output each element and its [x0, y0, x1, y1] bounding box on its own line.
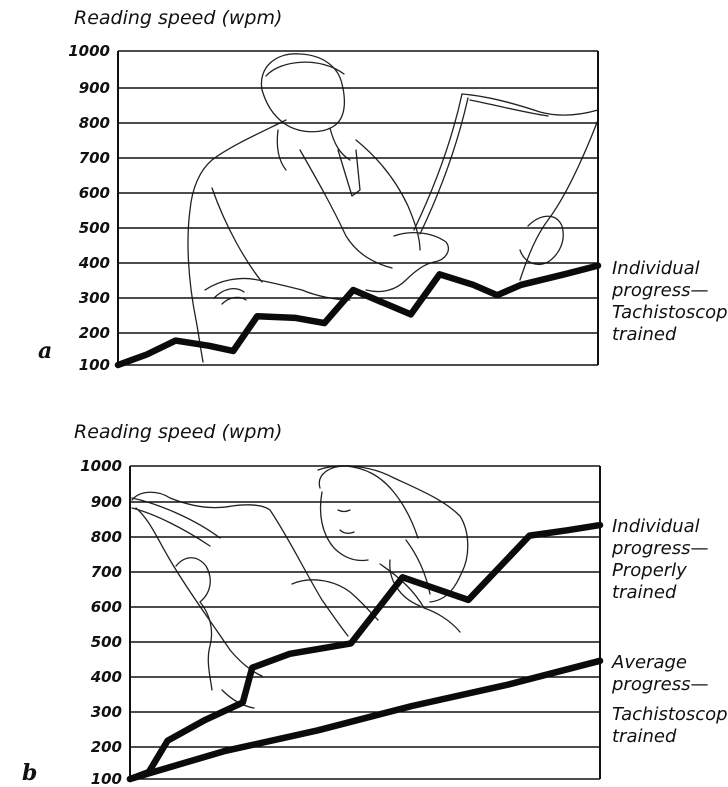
panel-a-ytick-labels: 1000 900 800 700 600 500 400 300 200 100 — [68, 42, 110, 374]
panel-a-series-individual-tachistoscope — [114, 262, 602, 369]
panel-a-ytick-600: 600 — [79, 184, 110, 202]
panel-b-series-2-label-line-4: trained — [612, 726, 677, 747]
panel-b-ytick-1000: 1000 — [80, 457, 122, 475]
panel-b-series-1-label: Individual progress— Properly trained — [611, 516, 709, 603]
panel-a-ytick-200: 200 — [79, 324, 110, 342]
panel-b-ytick-200: 200 — [91, 738, 122, 756]
panel-b-ytick-labels: 1000 900 800 700 600 500 400 300 200 100 — [80, 457, 122, 787]
panel-b-ylabel: Reading speed (wpm) — [74, 421, 282, 443]
panel-a-ytick-900: 900 — [79, 79, 110, 97]
panel-a-ytick-400: 400 — [78, 254, 110, 272]
panel-b-series-1-label-line-3: Properly — [612, 560, 687, 581]
panel-a-label: a — [38, 338, 52, 364]
panel-b-series-1-label-line-2: progress— — [611, 538, 709, 559]
panel-b-ytick-100: 100 — [91, 770, 122, 787]
panel-b-label: b — [22, 760, 37, 786]
panel-a-grid — [118, 50, 598, 366]
panel-b-illustration-reader — [131, 465, 469, 709]
panel-b-series-individual-properly-trained — [126, 521, 604, 783]
panel-b-chart: Reading speed (wpm) — [22, 421, 728, 787]
panel-a-ytick-300: 300 — [79, 289, 110, 307]
panel-a-series-label-line-2: progress— — [611, 280, 709, 301]
panel-a-series-label: Individual progress— Tachistoscop traine… — [611, 258, 728, 345]
panel-a-ytick-800: 800 — [79, 114, 110, 132]
panel-b-ytick-300: 300 — [91, 703, 122, 721]
panel-a-ytick-1000: 1000 — [68, 42, 110, 60]
panel-a-series-label-line-4: trained — [612, 324, 677, 345]
panel-b-ytick-800: 800 — [91, 528, 122, 546]
panel-b-grid — [130, 465, 600, 780]
panel-a-ylabel: Reading speed (wpm) — [74, 7, 282, 29]
panel-b-series-2-label-line-3: Tachistoscop — [612, 704, 728, 725]
panel-a-series-label-line-3: Tachistoscop — [612, 302, 728, 323]
panel-b-ytick-600: 600 — [91, 598, 122, 616]
panel-a-illustration-reader — [187, 53, 599, 363]
panel-a-ytick-100: 100 — [79, 356, 110, 374]
panel-b-series-2-label-line-2: progress— — [611, 674, 709, 695]
panel-b-ytick-400: 400 — [90, 668, 122, 686]
panel-a-ytick-700: 700 — [79, 149, 110, 167]
panel-a-series-label-line-1: Individual — [612, 258, 700, 279]
panel-b-ytick-900: 900 — [91, 493, 122, 511]
panel-a-ytick-500: 500 — [79, 219, 110, 237]
panel-b-ytick-500: 500 — [91, 633, 122, 651]
panel-b-series-average-tachistoscope — [126, 657, 604, 783]
panel-b-series-2-label: Average progress— Tachistoscop trained — [611, 652, 728, 747]
panel-b-series-1-label-line-1: Individual — [612, 516, 700, 537]
panel-b-series-1-label-line-4: trained — [612, 582, 677, 603]
panel-a-chart: Reading speed (wpm) — [38, 7, 728, 374]
panel-b-ytick-700: 700 — [91, 563, 122, 581]
panel-b-series-2-label-line-1: Average — [611, 652, 687, 673]
